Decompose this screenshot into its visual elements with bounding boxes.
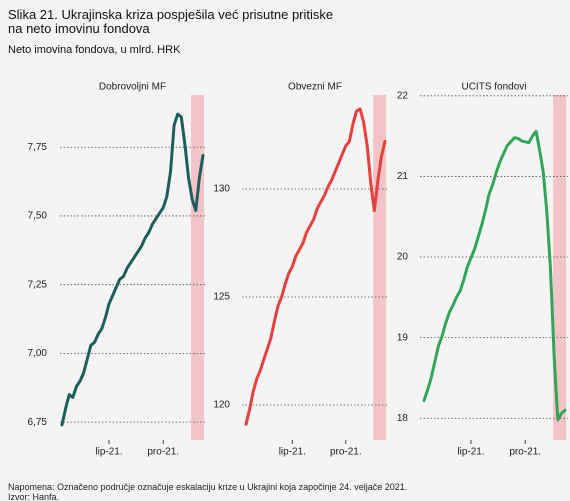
note: Napomena: Označeno područje označuje esk… [8, 482, 408, 492]
y-tick-label: 130 [213, 184, 230, 195]
panel-title: Dobrovoljni MF [99, 82, 166, 93]
source: Izvor: Hanfa. [8, 492, 60, 501]
y-tick-label: 120 [213, 400, 230, 411]
y-tick-label: 7,25 [28, 279, 48, 290]
y-tick-label: 18 [397, 413, 409, 424]
subtitle: Neto imovina fondova, u mlrd. HRK [8, 44, 181, 56]
y-tick-label: 7,50 [28, 211, 48, 222]
y-tick-label: 20 [397, 252, 409, 263]
highlight-band [191, 95, 205, 440]
line [244, 107, 387, 426]
y-tick-label: 6,75 [28, 417, 48, 428]
panel-title: Obvezni MF [288, 82, 342, 93]
x-tick-label: pro-21. [330, 447, 362, 458]
y-tick-label: 19 [397, 332, 409, 343]
x-tick-label: pro-21. [509, 447, 541, 458]
y-tick-label: 125 [213, 292, 230, 303]
x-tick-label: lip-21. [457, 447, 484, 458]
charts: Dobrovoljni MF 6,75 7,00 7,25 7,50 7,75 lip-21… [28, 82, 568, 458]
x-tick-label: lip-21. [279, 447, 306, 458]
y-tick-label: 7,75 [28, 142, 48, 153]
y-tick-label: 7,00 [28, 348, 48, 359]
title: Slika 21. Ukrajinska kriza pospješila ve… [8, 7, 334, 36]
y-tick-label: 21 [397, 171, 409, 182]
line [422, 129, 567, 422]
panel-title: UCITS fondovi [461, 82, 526, 93]
y-tick-label: 22 [397, 90, 409, 101]
x-tick-label: lip-21. [95, 447, 122, 458]
line [60, 112, 205, 427]
highlight-band [553, 95, 567, 440]
x-tick-label: pro-21. [147, 447, 179, 458]
